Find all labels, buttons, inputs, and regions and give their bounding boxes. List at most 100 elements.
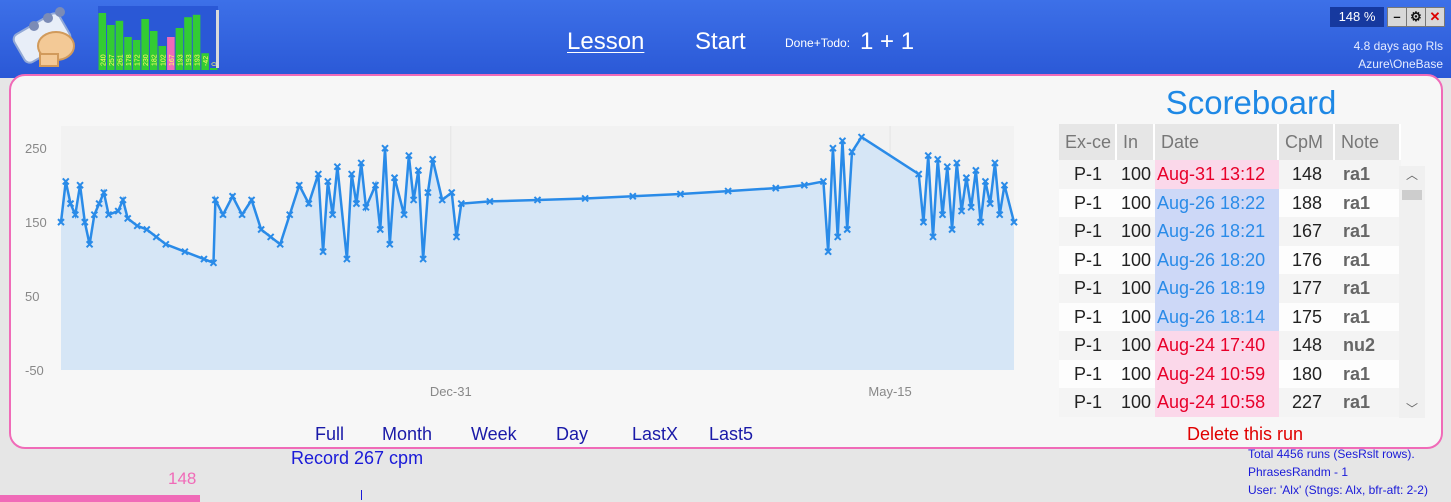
data-point[interactable]	[211, 196, 220, 204]
data-point[interactable]	[848, 148, 856, 156]
data-point[interactable]	[948, 225, 956, 234]
table-row[interactable]: P-1 100 Aug-24 10:58 227 ra1	[1059, 388, 1401, 417]
data-point[interactable]	[119, 196, 127, 204]
data-point[interactable]	[967, 203, 975, 212]
data-point[interactable]	[347, 170, 356, 178]
data-point[interactable]	[843, 225, 851, 234]
data-point[interactable]	[324, 177, 332, 186]
data-point[interactable]	[328, 211, 337, 219]
data-point[interactable]	[247, 196, 256, 204]
data-point[interactable]	[995, 211, 1004, 219]
data-point[interactable]	[81, 218, 89, 226]
data-point[interactable]	[76, 181, 84, 189]
data-point[interactable]	[957, 207, 966, 215]
data-point[interactable]	[104, 211, 113, 219]
data-point[interactable]	[405, 151, 413, 160]
data-point[interactable]	[986, 199, 994, 208]
data-point[interactable]	[381, 144, 389, 152]
data-point[interactable]	[419, 255, 427, 263]
data-point[interactable]	[452, 233, 461, 241]
data-point[interactable]	[824, 247, 832, 256]
data-point[interactable]	[962, 174, 971, 182]
data-point[interactable]	[219, 211, 227, 219]
data-point[interactable]	[209, 259, 218, 267]
data-point[interactable]	[319, 247, 327, 256]
data-point[interactable]	[162, 240, 170, 249]
data-point[interactable]	[57, 218, 65, 226]
table-row[interactable]: P-1 100 Aug-26 18:19 177 ra1	[1059, 274, 1401, 303]
data-point[interactable]	[486, 197, 494, 206]
scoreboard-scrollbar[interactable]: ︿ ﹀	[1399, 166, 1425, 418]
data-point[interactable]	[114, 207, 122, 215]
start-button[interactable]: Start	[695, 28, 746, 56]
data-point[interactable]	[533, 196, 542, 204]
data-point[interactable]	[457, 199, 465, 208]
data-point[interactable]	[71, 211, 80, 219]
data-point[interactable]	[257, 225, 265, 234]
col-cpm[interactable]: CpM	[1279, 124, 1335, 160]
table-row[interactable]: P-1 100 Aug-24 10:59 180 ra1	[1059, 359, 1401, 388]
range-lastx-link[interactable]: LastX	[632, 424, 679, 444]
data-point[interactable]	[800, 181, 809, 189]
table-row[interactable]: P-1 100 Aug-26 18:14 175 ra1	[1059, 302, 1401, 331]
table-row[interactable]: P-1 100 Aug-31 13:12 148 ra1	[1059, 160, 1401, 189]
data-point[interactable]	[124, 214, 132, 223]
data-point[interactable]	[409, 196, 418, 204]
data-point[interactable]	[919, 218, 928, 226]
data-point[interactable]	[238, 211, 246, 219]
data-point[interactable]	[991, 159, 999, 167]
data-point[interactable]	[376, 225, 384, 234]
data-point[interactable]	[362, 203, 370, 212]
range-month-link[interactable]: Month	[382, 424, 433, 444]
table-row[interactable]: P-1 100 Aug-26 18:21 167 ra1	[1059, 217, 1401, 246]
data-point[interactable]	[772, 184, 780, 192]
data-point[interactable]	[133, 222, 141, 230]
data-point[interactable]	[724, 187, 732, 195]
data-point[interactable]	[371, 181, 380, 189]
delete-run-button[interactable]: Delete this run	[1187, 424, 1304, 444]
data-point[interactable]	[938, 211, 947, 219]
data-point[interactable]	[66, 199, 75, 208]
data-point[interactable]	[152, 233, 161, 241]
data-point[interactable]	[629, 192, 637, 200]
table-row[interactable]: P-1 100 Aug-26 18:22 188 ra1	[1059, 188, 1401, 217]
range-week-link[interactable]: Week	[471, 424, 517, 444]
zoom-level[interactable]: 148 %	[1330, 7, 1384, 27]
data-point[interactable]	[414, 166, 423, 175]
data-point[interactable]	[266, 233, 275, 241]
data-point[interactable]	[424, 188, 432, 197]
scroll-thumb[interactable]	[1402, 190, 1422, 200]
data-point[interactable]	[833, 233, 842, 241]
scroll-up-icon[interactable]: ︿	[1405, 168, 1418, 182]
col-exercise[interactable]: Ex-ce	[1059, 124, 1117, 160]
lesson-button[interactable]: Lesson	[567, 28, 644, 56]
data-point[interactable]	[448, 188, 456, 197]
data-point[interactable]	[90, 211, 99, 219]
data-point[interactable]	[305, 199, 313, 208]
table-row[interactable]: P-1 100 Aug-26 18:20 176 ra1	[1059, 245, 1401, 274]
data-point[interactable]	[295, 181, 303, 189]
data-point[interactable]	[981, 177, 990, 186]
data-point[interactable]	[914, 170, 923, 178]
col-input[interactable]: In	[1117, 124, 1155, 160]
data-point[interactable]	[352, 199, 361, 208]
data-point[interactable]	[333, 162, 342, 171]
data-point[interactable]	[581, 194, 589, 203]
data-point[interactable]	[286, 211, 294, 219]
data-point[interactable]	[200, 255, 208, 263]
data-point[interactable]	[390, 174, 399, 182]
data-point[interactable]	[357, 159, 365, 167]
data-point[interactable]	[386, 240, 394, 249]
scroll-down-icon[interactable]: ﹀	[1405, 402, 1418, 416]
range-full-link[interactable]: Full	[315, 424, 345, 444]
data-point[interactable]	[929, 233, 937, 241]
data-point[interactable]	[95, 199, 103, 208]
data-point[interactable]	[857, 133, 866, 141]
data-point[interactable]	[100, 188, 108, 197]
settings-button[interactable]: ⚙	[1406, 7, 1426, 27]
minimize-button[interactable]: –	[1387, 7, 1407, 27]
data-point[interactable]	[343, 255, 351, 263]
data-point[interactable]	[972, 166, 980, 175]
data-point[interactable]	[228, 192, 237, 200]
data-point[interactable]	[276, 240, 284, 249]
